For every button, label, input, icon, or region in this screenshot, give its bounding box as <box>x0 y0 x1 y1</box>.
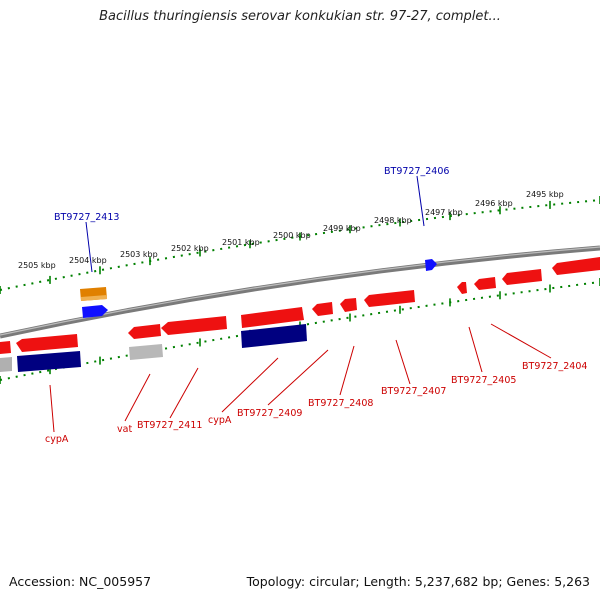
leader-cypa-2 <box>221 357 279 413</box>
gene-label-bt9727-2405[interactable]: BT9727_2405 <box>451 375 516 386</box>
gene-feature-bt9727-2408[interactable] <box>340 298 357 312</box>
kbp-label-2502: 2502 kbp <box>171 244 209 253</box>
gene-label-bt9727-2411[interactable]: BT9727_2411 <box>137 420 202 431</box>
kbp-label-2503: 2503 kbp <box>120 250 158 259</box>
gene-label-bt9727-2407[interactable]: BT9727_2407 <box>381 386 446 397</box>
kbp-label-2495: 2495 kbp <box>526 190 564 199</box>
leader-cypa-1 <box>49 384 55 433</box>
kbp-label-2501: 2501 kbp <box>222 238 260 247</box>
top-scale-ticks <box>0 196 600 294</box>
genome-backbone <box>0 245 600 339</box>
map-title: Bacillus thuringiensis serovar konkukian… <box>99 9 501 24</box>
gene-feature-bt9727-2405[interactable] <box>474 277 496 290</box>
gene-label-vat[interactable]: vat <box>117 424 132 435</box>
gene-feature-small-red[interactable] <box>457 282 467 294</box>
leader-bt9727-2413 <box>85 221 93 273</box>
gene-feature-bt9727-2411[interactable] <box>161 316 227 335</box>
gene-label-bt9727-2413[interactable]: BT9727_2413 <box>54 212 119 223</box>
leader-bt9727-2411 <box>169 367 199 419</box>
gene-label-cypa-2[interactable]: cypA <box>208 415 232 426</box>
gene-label-bt9727-2408[interactable]: BT9727_2408 <box>308 398 373 409</box>
leader-bt9727-2405 <box>468 326 483 373</box>
kbp-label-2499: 2499 kbp <box>323 224 361 233</box>
gene-feature-blue-bt9727-2406[interactable] <box>425 259 437 271</box>
leader-bt9727-2407 <box>395 339 411 385</box>
gene-feature-grey-left[interactable] <box>0 357 12 372</box>
gene-label-bt9727-2406[interactable]: BT9727_2406 <box>384 166 449 177</box>
gene-feature-vat[interactable] <box>128 324 161 339</box>
gene-label-bt9727-2409[interactable]: BT9727_2409 <box>237 408 302 419</box>
gene-feature-orange-shade <box>81 295 107 301</box>
gene-feature-blue-bt9727-2413[interactable] <box>82 305 108 318</box>
gene-feature-cypa-2[interactable] <box>241 307 304 328</box>
leader-bt9727-2408 <box>339 345 355 396</box>
leader-vat <box>124 373 151 422</box>
kbp-label-2505: 2505 kbp <box>18 261 56 270</box>
gene-feature-grey-vat[interactable] <box>129 344 163 360</box>
kbp-label-2496: 2496 kbp <box>475 199 513 208</box>
gene-feature-left-edge[interactable] <box>0 341 11 354</box>
genome-summary-text: Topology: circular; Length: 5,237,682 bp… <box>246 574 590 589</box>
gene-feature-bt9727-2409[interactable] <box>312 302 333 316</box>
kbp-label-2497: 2497 kbp <box>425 208 463 217</box>
gene-feature-bt9727-2407[interactable] <box>364 290 415 307</box>
leader-bt9727-2404 <box>490 323 552 359</box>
leader-bt9727-2409 <box>267 349 329 406</box>
gene-feature-bt9727-2404[interactable] <box>502 269 542 285</box>
gene-feature-navy-cypa-2[interactable] <box>241 324 307 348</box>
kbp-label-2498: 2498 kbp <box>374 216 412 225</box>
leader-bt9727-2406 <box>416 175 425 227</box>
kbp-label-2500: 2500 kbp <box>273 231 311 240</box>
gene-label-bt9727-2404[interactable]: BT9727_2404 <box>522 361 587 372</box>
gene-feature-cypa-1[interactable] <box>16 334 78 352</box>
accession-text: Accession: NC_005957 <box>9 574 152 589</box>
gene-label-cypa-1[interactable]: cypA <box>45 434 69 445</box>
gene-feature-right-edge[interactable] <box>552 257 600 275</box>
kbp-label-2504: 2504 kbp <box>69 256 107 265</box>
gene-feature-navy-cypa[interactable] <box>17 351 81 372</box>
